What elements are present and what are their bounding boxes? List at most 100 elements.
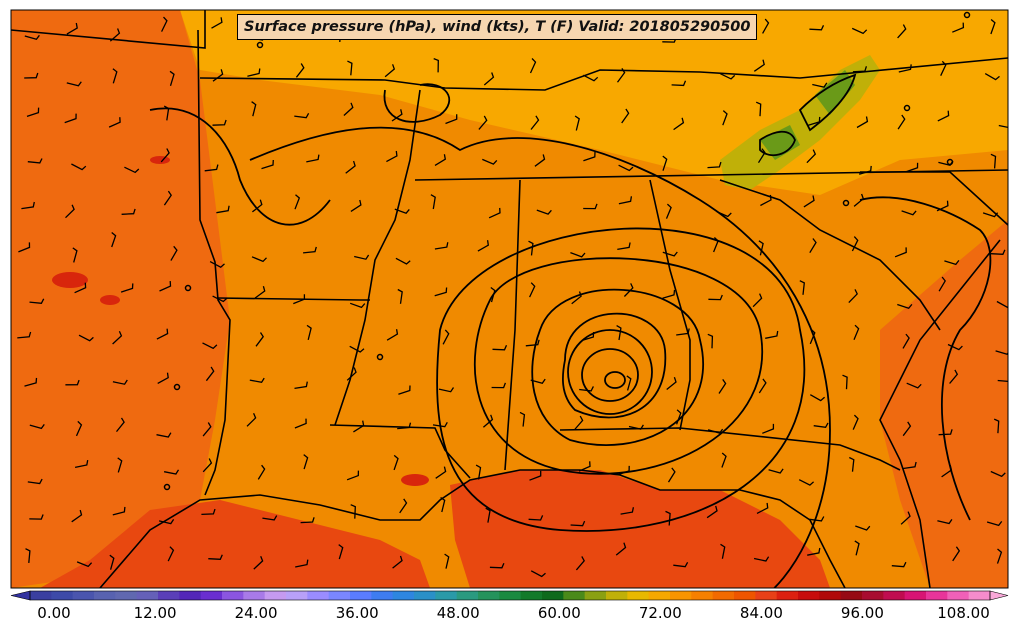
coastline xyxy=(99,469,846,588)
wind-barb xyxy=(343,102,354,116)
state-border xyxy=(860,171,1008,226)
wind-barb xyxy=(665,510,671,526)
wind-barb xyxy=(397,288,403,304)
colorbar-segment xyxy=(691,591,714,600)
wind-barb xyxy=(807,547,821,556)
wind-barb xyxy=(249,377,265,384)
wind-barb xyxy=(397,422,412,430)
wind-barb xyxy=(671,80,687,87)
wind-barb xyxy=(208,554,223,560)
isobar xyxy=(383,83,451,123)
wind-barb xyxy=(984,73,1000,81)
wind-barb xyxy=(18,242,31,253)
wind-barb xyxy=(306,154,320,163)
wind-barb xyxy=(528,515,544,521)
wind-barb xyxy=(616,325,622,341)
isobar xyxy=(759,130,796,157)
colorbar-segment xyxy=(30,591,52,600)
wind-barb xyxy=(986,521,1003,527)
wind-barb xyxy=(482,414,494,428)
wind-barb xyxy=(306,324,312,341)
wind-barb xyxy=(519,411,526,427)
wind-barb xyxy=(386,329,399,341)
wind-barb xyxy=(575,556,585,571)
wind-barb xyxy=(246,413,257,427)
wind-barb xyxy=(758,378,767,394)
wind-barb xyxy=(65,204,75,219)
wind-barb xyxy=(902,421,912,437)
wind-barb xyxy=(665,203,672,219)
wind-barb xyxy=(64,113,77,124)
wind-barb xyxy=(157,372,169,384)
wind-barb xyxy=(399,498,408,514)
wind-barb xyxy=(167,546,175,562)
wind-barb xyxy=(251,199,263,213)
colorbar-segment xyxy=(264,591,287,600)
wind-barb xyxy=(753,556,770,562)
wind-barb xyxy=(205,366,215,382)
wind-barb xyxy=(716,211,732,218)
colorbar-segment xyxy=(734,591,756,600)
station-marker xyxy=(903,104,911,112)
wind-barb xyxy=(952,22,965,33)
colorbar-tick-label: 48.00 xyxy=(436,604,480,622)
colorbar-tick-label: 72.00 xyxy=(638,604,682,622)
colorbar xyxy=(10,590,1009,601)
wind-barb xyxy=(345,160,356,174)
wind-barb xyxy=(813,422,829,429)
wind-barb xyxy=(24,377,38,387)
wind-barb xyxy=(251,101,257,117)
wind-barb xyxy=(952,546,961,562)
colorbar-segment xyxy=(947,591,970,600)
temperature-field xyxy=(11,10,1008,588)
wind-barb xyxy=(618,164,634,172)
wind-barb xyxy=(433,57,439,73)
wind-barb xyxy=(851,236,859,252)
wind-barb xyxy=(855,525,871,531)
wind-barb xyxy=(583,203,598,210)
wind-barb xyxy=(442,329,450,345)
wind-barb xyxy=(525,339,540,347)
wind-barb xyxy=(528,240,534,256)
wind-barb xyxy=(530,570,546,578)
wind-barb xyxy=(294,381,308,390)
wind-barb xyxy=(255,332,264,347)
wind-barb xyxy=(718,379,727,394)
wind-barb xyxy=(212,69,224,82)
wind-barb xyxy=(676,328,690,336)
colorbar-segment xyxy=(840,591,863,600)
wind-barb xyxy=(169,70,175,86)
wind-barb xyxy=(384,64,396,78)
colorbar-segment xyxy=(670,591,692,600)
wind-barb xyxy=(762,423,775,434)
wind-barb xyxy=(616,68,626,83)
wind-barb xyxy=(529,58,537,74)
wind-barb xyxy=(303,246,317,254)
wind-barb xyxy=(936,200,949,212)
wind-barb xyxy=(583,151,596,162)
wind-barb xyxy=(17,331,32,339)
colorbar-tick-label: 36.00 xyxy=(335,604,379,622)
wind-barb xyxy=(571,291,582,305)
wind-barb xyxy=(902,333,910,349)
wind-barb xyxy=(667,467,676,483)
warm-west-region xyxy=(11,10,230,588)
wind-barb xyxy=(947,343,963,351)
wind-barb xyxy=(938,276,946,292)
wind-barb xyxy=(66,81,82,87)
wind-barb xyxy=(27,158,43,164)
wind-barb xyxy=(386,150,398,163)
wind-barb xyxy=(859,165,872,175)
wind-barb xyxy=(853,324,860,340)
colorbar-segment xyxy=(115,591,138,600)
colorbar-segment xyxy=(478,591,500,600)
wind-barb xyxy=(898,64,912,73)
wind-barb xyxy=(262,515,278,521)
station-marker xyxy=(842,199,850,207)
wind-barb xyxy=(990,153,997,169)
wind-barb xyxy=(993,418,1000,434)
wind-barb xyxy=(398,385,411,395)
wind-barb xyxy=(722,110,728,126)
wind-barb xyxy=(768,468,784,474)
wind-barb xyxy=(806,149,817,164)
